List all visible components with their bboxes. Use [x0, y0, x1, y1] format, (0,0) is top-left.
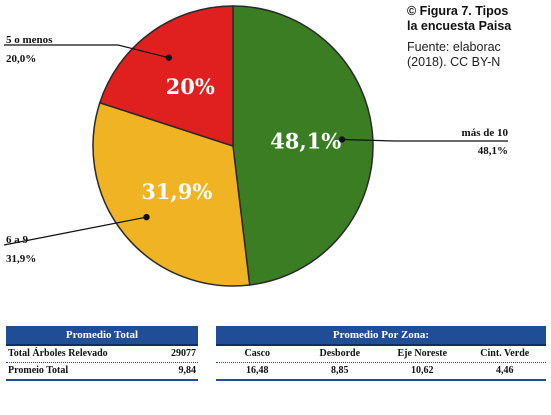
zone-values-row: 16,48 8,85 10,62 4,46 [216, 363, 546, 381]
zone-col-casco: Casco [244, 348, 271, 359]
zone-columns-row: Casco Desborde Eje Noreste Cint. Verde [216, 346, 546, 363]
total-table-header: Promedio Total [6, 326, 198, 346]
table-row: Promeio Total 9,84 [6, 363, 198, 381]
annotation-leader-line [4, 44, 169, 59]
caption-source-1: Fuente: elaborac [407, 40, 501, 54]
annotation-category-label: 5 o menos [6, 34, 53, 46]
annotation-category-label: más de 10 [462, 127, 509, 139]
annotation-dot [338, 136, 346, 143]
caption-title-2: la encuesta Paisa [407, 19, 512, 33]
table-row: Total Árboles Relevado 29077 [6, 346, 198, 363]
figure-caption: © Figura 7. Tipos la encuesta Paisa Fuen… [407, 4, 551, 70]
row-label: Total Árboles Relevado [8, 348, 108, 359]
caption-source-2: (2018). CC BY-N [407, 55, 501, 69]
annotation-value-label: 31,9% [6, 253, 36, 265]
annotation-value-label: 20,0% [6, 53, 36, 65]
zone-val-desborde: 8,85 [331, 365, 349, 376]
slice-percent-label: 31,9% [141, 179, 212, 204]
annotation-category-label: 6 a 9 [6, 234, 29, 246]
zone-col-eje-noreste: Eje Noreste [397, 348, 448, 359]
zone-col-desborde: Desborde [319, 348, 361, 359]
row-label: Promeio Total [8, 365, 69, 376]
annotation-value-label: 48,1% [478, 145, 508, 157]
zone-average-table: Promedio Por Zona: Casco Desborde Eje No… [216, 326, 546, 381]
pie-slice [98, 5, 234, 148]
pie-slice [92, 101, 251, 287]
zone-col-cint-verde: Cint. Verde [480, 348, 530, 359]
zone-val-cint-verde: 4,46 [496, 365, 514, 376]
total-average-table: Promedio Total Total Árboles Relevado 29… [6, 326, 198, 381]
zone-val-eje-noreste: 10,62 [411, 365, 434, 376]
slice-percent-label: 48,1% [270, 129, 341, 154]
pie-slice [232, 5, 374, 286]
caption-title-1: © Figura 7. Tipos [407, 4, 509, 18]
row-value: 29077 [171, 348, 196, 359]
annotation-leader-line [3, 216, 147, 246]
pie-chart: 48,1% 31,9% 20% más de 10 48,1% 6 a 9 31,9% 5 … [3, 5, 509, 287]
zone-val-casco: 16,48 [246, 365, 269, 376]
zone-table-header: Promedio Por Zona: [216, 326, 546, 346]
row-value: 9,84 [178, 365, 197, 376]
slice-percent-label: 20% [166, 74, 215, 99]
annotation-leader-line [341, 138, 508, 142]
